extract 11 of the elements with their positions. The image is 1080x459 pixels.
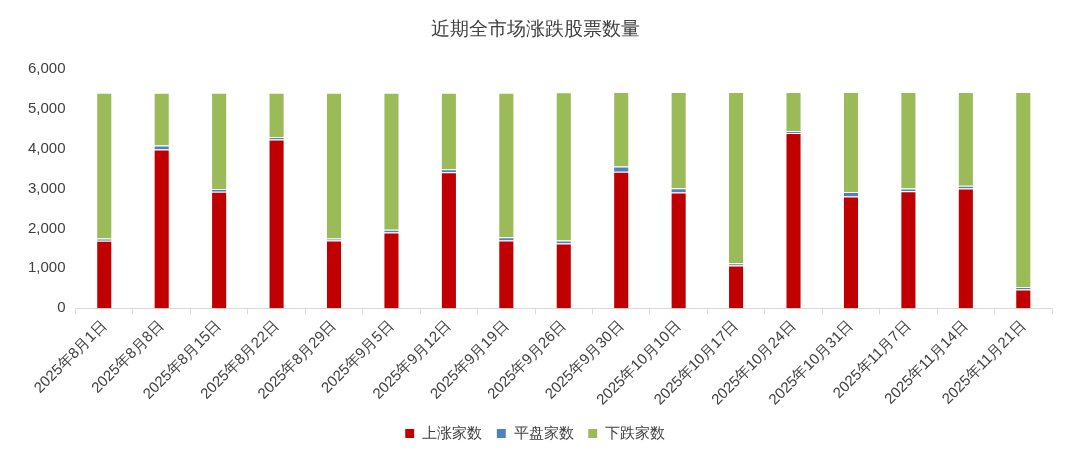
legend-label: 上涨家数 xyxy=(422,423,483,441)
y-tick-label: 3,000 xyxy=(27,178,66,196)
legend-label: 平盘家数 xyxy=(513,423,574,441)
legend-label: 下跌家数 xyxy=(605,423,666,441)
y-tick-label: 4,000 xyxy=(27,138,66,156)
y-tick-label: 5,000 xyxy=(27,98,66,116)
chart-title: 近期全市场涨跌股票数量 xyxy=(430,17,640,39)
y-tick-label: 6,000 xyxy=(27,58,66,76)
y-tick-label: 0 xyxy=(57,298,66,316)
y-tick-label: 1,000 xyxy=(27,258,66,276)
y-tick-label: 2,000 xyxy=(27,218,66,236)
